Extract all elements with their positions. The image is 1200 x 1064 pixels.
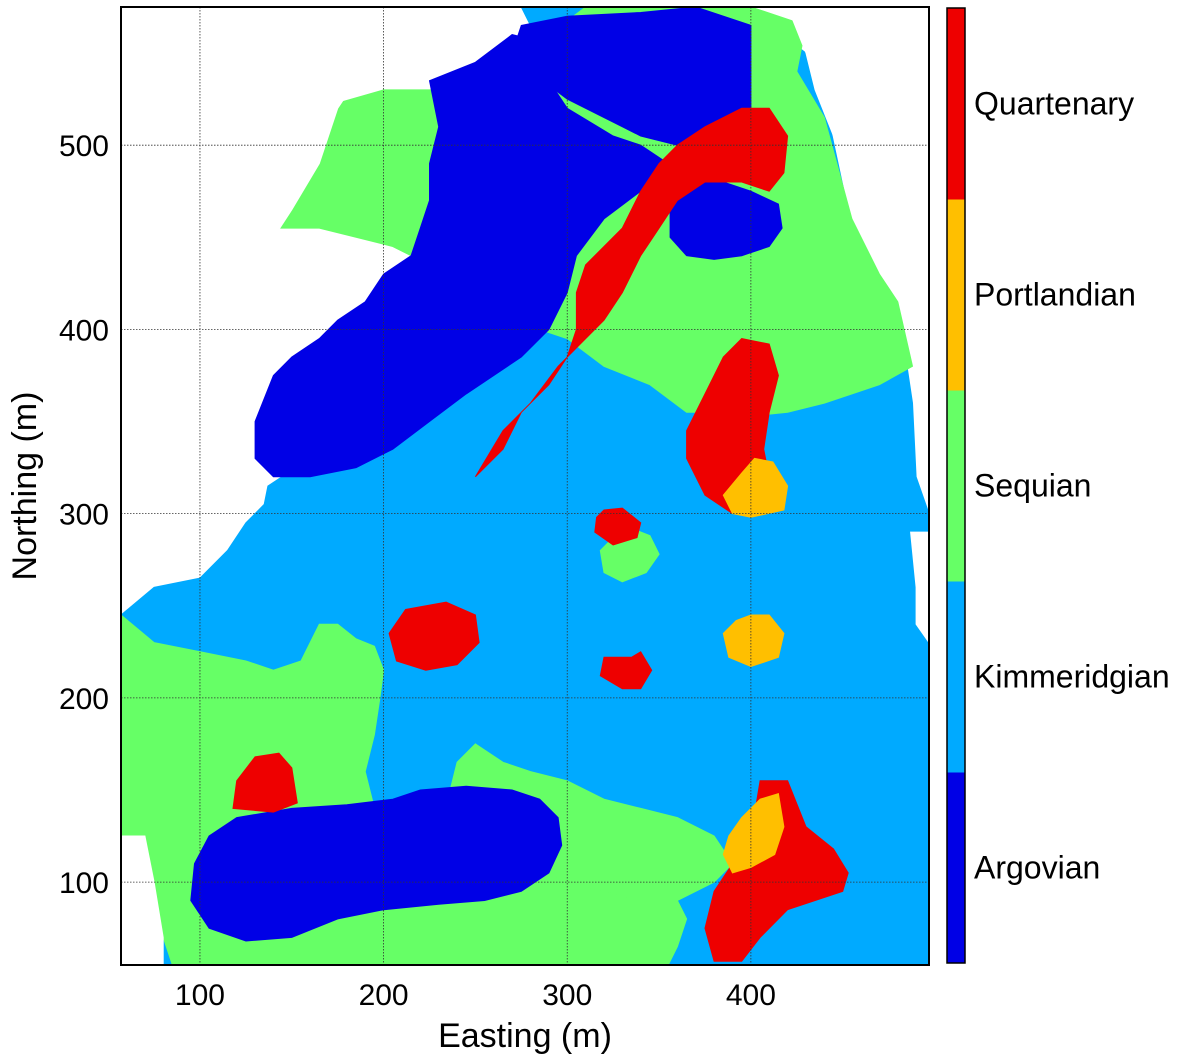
colorbar-swatch-kimmeridgian <box>947 581 965 773</box>
region-quartenary-14 <box>232 752 298 813</box>
y-tick-label-100: 100 <box>59 867 109 900</box>
region-quartenary-9 <box>474 107 789 478</box>
region-quartenary-12 <box>594 507 642 546</box>
x-tick-label-400: 400 <box>726 979 776 1012</box>
x-tick-labels: 100 200 300 400 <box>175 979 776 1012</box>
x-tick-label-100: 100 <box>175 979 225 1012</box>
colorbar-legend: Argovian Kimmeridgian Sequian Portlandian Qu… <box>946 7 1170 964</box>
colorbar-label-quartenary: Quartenary <box>974 86 1134 122</box>
region-argovian-6 <box>254 34 669 478</box>
colorbar-swatch-sequian <box>947 390 965 582</box>
region-portlandian-17 <box>722 614 785 668</box>
colorbar-frame <box>946 7 966 964</box>
y-tick-label-500: 500 <box>59 130 109 163</box>
region-argovian-8 <box>190 785 563 942</box>
x-tick-label-200: 200 <box>359 979 409 1012</box>
colorbar-swatch-argovian <box>947 772 965 964</box>
region-argovian-5 <box>511 7 752 146</box>
grid-lines <box>121 7 929 965</box>
region-portlandian-18 <box>722 793 785 874</box>
blank-area-2 <box>121 835 164 965</box>
plot-frame <box>120 6 930 966</box>
y-tick-label-200: 200 <box>59 683 109 716</box>
geologic-map-area <box>121 7 929 965</box>
region-quartenary-15 <box>704 780 849 962</box>
colorbar-label-portlandian: Portlandian <box>974 277 1136 313</box>
region-quartenary-13 <box>599 651 653 690</box>
colorbar-label-sequian: Sequian <box>974 468 1091 504</box>
blank-area-3 <box>910 531 929 644</box>
y-tick-label-400: 400 <box>59 314 109 347</box>
y-tick-label-300: 300 <box>59 499 109 532</box>
colorbar-label-kimmeridgian: Kimmeridgian <box>974 659 1170 695</box>
colorbar-swatch-portlandian <box>947 199 965 391</box>
y-tick-labels: 100 200 300 400 500 <box>59 130 109 900</box>
blank-area-1 <box>787 7 929 368</box>
y-axis-label: Northing (m) <box>6 392 44 581</box>
region-quartenary-11 <box>388 601 480 671</box>
blank-area-0 <box>121 7 513 616</box>
x-axis-label: Easting (m) <box>438 1017 612 1055</box>
x-tick-label-300: 300 <box>542 979 592 1012</box>
colorbar-label-argovian: Argovian <box>974 850 1100 886</box>
colorbar-swatch-quartenary <box>947 8 965 200</box>
